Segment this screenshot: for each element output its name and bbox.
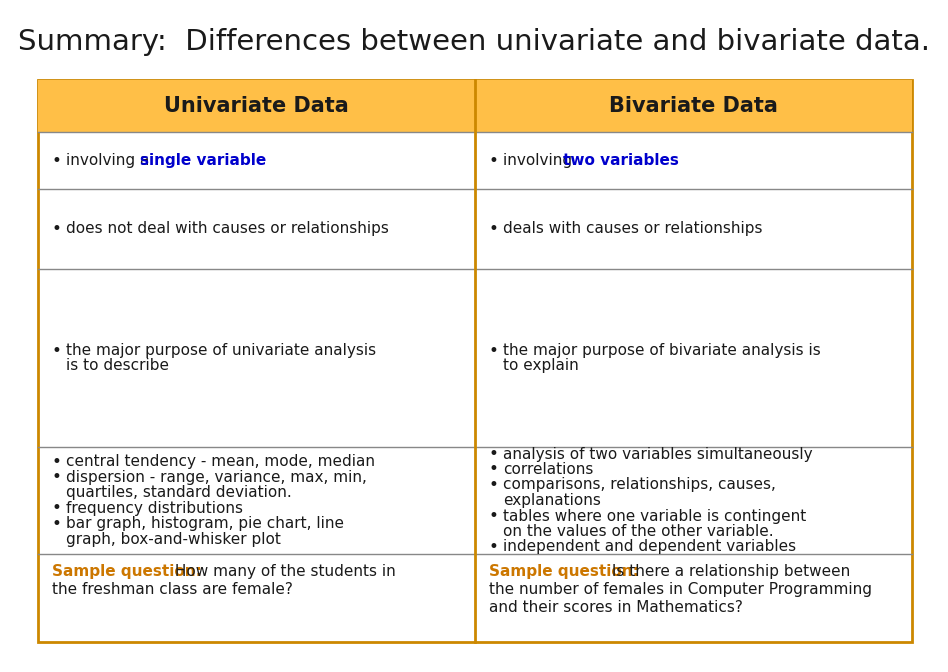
Text: •: •: [489, 341, 499, 360]
Text: deals with causes or relationships: deals with causes or relationships: [503, 222, 762, 237]
Text: is to describe: is to describe: [66, 358, 169, 373]
Text: Is there a relationship between: Is there a relationship between: [607, 564, 850, 579]
Text: the major purpose of bivariate analysis is: the major purpose of bivariate analysis …: [503, 343, 821, 358]
Text: on the values of the other variable.: on the values of the other variable.: [503, 524, 774, 539]
Text: graph, box-and-whisker plot: graph, box-and-whisker plot: [66, 532, 281, 547]
Text: •: •: [52, 151, 62, 169]
Text: •: •: [52, 515, 62, 533]
Text: comparisons, relationships, causes,: comparisons, relationships, causes,: [503, 478, 775, 493]
Bar: [38, 80, 912, 642]
Text: •: •: [52, 220, 62, 238]
Text: single variable: single variable: [140, 153, 266, 168]
Text: to explain: to explain: [503, 358, 578, 373]
Text: Sample question:: Sample question:: [489, 564, 639, 579]
Text: the number of females in Computer Programming: the number of females in Computer Progra…: [489, 582, 872, 597]
Text: •: •: [489, 460, 499, 478]
Text: involving a: involving a: [66, 153, 155, 168]
Text: •: •: [489, 507, 499, 525]
Text: the freshman class are female?: the freshman class are female?: [52, 582, 293, 597]
Text: and their scores in Mathematics?: and their scores in Mathematics?: [489, 600, 743, 615]
Text: •: •: [489, 538, 499, 556]
Text: How many of the students in: How many of the students in: [170, 564, 395, 579]
Text: •: •: [52, 499, 62, 517]
Text: frequency distributions: frequency distributions: [66, 501, 243, 515]
Text: independent and dependent variables: independent and dependent variables: [503, 540, 796, 554]
Text: Univariate Data: Univariate Data: [164, 96, 349, 116]
Text: two variables: two variables: [563, 153, 679, 168]
Text: does not deal with causes or relationships: does not deal with causes or relationshi…: [66, 222, 389, 237]
Text: •: •: [52, 453, 62, 471]
Text: tables where one variable is contingent: tables where one variable is contingent: [503, 509, 806, 523]
Text: Bivariate Data: Bivariate Data: [609, 96, 778, 116]
Text: involving: involving: [503, 153, 577, 168]
Text: correlations: correlations: [503, 462, 593, 477]
Text: explanations: explanations: [503, 493, 601, 508]
Text: quartiles, standard deviation.: quartiles, standard deviation.: [66, 485, 292, 500]
Text: •: •: [489, 445, 499, 463]
Text: Summary:  Differences between univariate and bivariate data.: Summary: Differences between univariate …: [18, 28, 930, 56]
Text: the major purpose of univariate analysis: the major purpose of univariate analysis: [66, 343, 376, 358]
Text: •: •: [52, 341, 62, 360]
Text: analysis of two variables simultaneously: analysis of two variables simultaneously: [503, 446, 812, 462]
Text: •: •: [489, 220, 499, 238]
Text: dispersion - range, variance, max, min,: dispersion - range, variance, max, min,: [66, 470, 367, 485]
Bar: [475, 80, 912, 132]
Text: Sample question:: Sample question:: [52, 564, 202, 579]
Text: •: •: [489, 476, 499, 494]
Bar: [38, 80, 475, 132]
Text: •: •: [489, 151, 499, 169]
Text: bar graph, histogram, pie chart, line: bar graph, histogram, pie chart, line: [66, 516, 344, 532]
Text: central tendency - mean, mode, median: central tendency - mean, mode, median: [66, 454, 375, 469]
Text: •: •: [52, 468, 62, 487]
